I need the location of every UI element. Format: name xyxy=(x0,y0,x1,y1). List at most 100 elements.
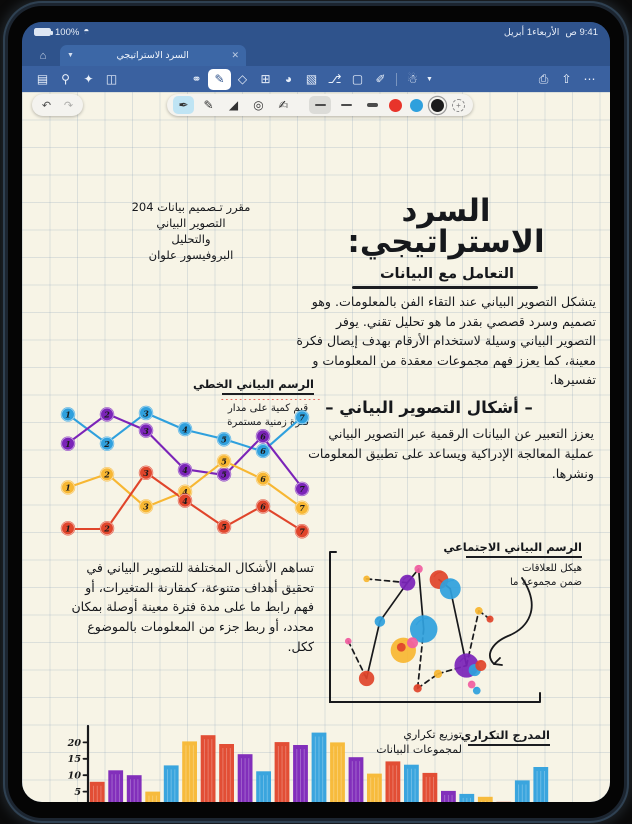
histogram-note: توزيع تكراري لمجموعات البيانات xyxy=(376,728,462,756)
tab-bar: ⌂ ✕ السرد الاستراتيجي ▼ xyxy=(22,42,610,66)
svg-text:5: 5 xyxy=(221,470,227,480)
stroke-thick[interactable] xyxy=(361,96,383,114)
stroke-thin[interactable] xyxy=(309,96,331,114)
pen-palette-bar: ↶ ↷ ✒ ✎ ◢ ◎ ✍ + xyxy=(22,92,610,118)
highlighter-icon[interactable]: ◕ xyxy=(284,72,293,86)
undo-redo-pill: ↶ ↷ xyxy=(32,94,83,116)
svg-text:6: 6 xyxy=(260,446,266,456)
eraser-icon[interactable]: ◇ xyxy=(237,72,248,86)
toolbar-divider xyxy=(396,72,397,86)
status-bar-date: الأربعاء1 أبريل xyxy=(503,26,560,38)
wifi-icon: ◓ xyxy=(83,26,90,37)
status-bar-clock: 9:41 ص xyxy=(565,26,598,38)
svg-text:2: 2 xyxy=(103,439,110,449)
swatch-red[interactable] xyxy=(389,98,402,112)
fountain-pen-tool[interactable]: ✒ xyxy=(173,96,194,114)
redo-icon[interactable]: ↷ xyxy=(63,99,74,112)
line-chart-title: الرسم البياني الخطي xyxy=(192,377,314,391)
svg-text:5: 5 xyxy=(221,435,227,445)
svg-text:7: 7 xyxy=(299,413,305,423)
svg-text:3: 3 xyxy=(143,408,149,418)
note-title: السرد الاستراتيجي: xyxy=(347,193,545,260)
svg-text:5: 5 xyxy=(74,787,81,798)
ipad-device-frame: 100% ◓ 9:41 ص الأربعاء1 أبريل ⌂ ✕ السرد … xyxy=(8,6,624,818)
lasso-select-icon[interactable]: ⚭ xyxy=(191,72,202,86)
tab-title: السرد الاستراتيجي xyxy=(116,50,189,61)
svg-text:20: 20 xyxy=(67,738,82,749)
svg-text:1: 1 xyxy=(65,524,71,534)
more-options-icon[interactable]: ⋯ xyxy=(583,72,596,86)
sticker-icon[interactable]: ⎇ xyxy=(327,72,342,86)
add-color-icon[interactable]: + xyxy=(452,98,465,112)
share-icon[interactable]: ⇧ xyxy=(561,72,572,86)
intro-paragraph: يتشكل التصوير البياني عند التقاء الفن با… xyxy=(296,294,596,388)
status-bar: 100% ◓ 9:41 ص الأربعاء1 أبريل xyxy=(22,22,610,42)
social-graph-note: هيكل للعلاقات ضمن مجموعة ما xyxy=(509,563,582,588)
status-bar-left: 100% ◓ xyxy=(34,27,89,38)
svg-text:4: 4 xyxy=(182,487,188,497)
svg-text:2: 2 xyxy=(103,470,110,480)
line-chart-dot-underline xyxy=(220,398,320,401)
close-icon[interactable]: ✕ xyxy=(231,50,239,60)
svg-text:15: 15 xyxy=(68,754,82,765)
svg-text:3: 3 xyxy=(143,502,149,512)
svg-text:2: 2 xyxy=(103,524,110,534)
svg-text:6: 6 xyxy=(260,502,266,512)
svg-text:7: 7 xyxy=(299,527,305,537)
main-toolbar: ▤ ⚲ ✦ ◫ ⚭ ✎ ◇ ⊞ ◕ ▧ ⎇ ▢ ✐ ☃ ▼ ⎙ ⇧ ⋯ xyxy=(22,66,610,92)
shape-wand-icon[interactable]: ✐ xyxy=(375,72,386,86)
line-chart-title-underline xyxy=(222,393,314,395)
course-info-text: مقرر تـصميم بيانات 204 التصوير البياني و… xyxy=(131,200,251,262)
sticky-note-icon[interactable]: ▢ xyxy=(351,72,364,86)
search-icon[interactable]: ⚲ xyxy=(61,72,70,86)
svg-text:4: 4 xyxy=(182,496,188,506)
line-chart: 1 2 3 4 5 6 7 1 2 3 4 5 6 7 1 2 3 4 5 6 7 1 2 3 4 5 6 7 xyxy=(60,405,310,539)
svg-text:4: 4 xyxy=(182,465,188,475)
svg-text:4: 4 xyxy=(182,424,188,434)
calligraphy-pen-tool[interactable]: ✍ xyxy=(278,98,289,112)
ballpoint-pen-tool[interactable]: ✎ xyxy=(203,98,214,112)
forms-paragraph: يعزز التعبير عن البيانات الرقمية عبر الت… xyxy=(308,426,594,481)
note-outline-icon[interactable]: ◫ xyxy=(105,72,118,86)
svg-text:1: 1 xyxy=(65,439,71,449)
svg-text:6: 6 xyxy=(260,474,266,484)
swatch-black[interactable] xyxy=(431,98,444,112)
svg-text:2: 2 xyxy=(103,410,110,420)
histogram-title-underline xyxy=(468,744,550,746)
microphone-record-icon[interactable]: ☃ xyxy=(407,72,418,86)
title-underline xyxy=(352,286,538,289)
svg-text:6: 6 xyxy=(260,432,266,442)
ai-sparkle-icon[interactable]: ✦ xyxy=(83,72,94,86)
social-graph-title: الرسم البياني الاجتماعي xyxy=(443,540,582,554)
text-box-icon[interactable]: ⊞ xyxy=(260,72,271,86)
document-tab[interactable]: ✕ السرد الاستراتيجي ▼ xyxy=(60,45,246,66)
svg-text:1: 1 xyxy=(65,483,71,493)
svg-text:7: 7 xyxy=(299,503,305,513)
pen-tools-pill: ✒ ✎ ◢ ◎ ✍ + xyxy=(167,94,473,116)
stroke-medium[interactable] xyxy=(335,96,357,114)
sidebar-icon[interactable]: ▤ xyxy=(36,72,49,86)
battery-icon xyxy=(34,27,53,37)
image-icon[interactable]: ▧ xyxy=(305,72,318,86)
histogram-title: المدرج التكراري xyxy=(460,728,550,742)
note-canvas[interactable]: مقرر تـصميم بيانات 204 التصوير البياني و… xyxy=(22,92,610,802)
home-icon[interactable]: ⌂ xyxy=(39,50,47,62)
undo-icon[interactable]: ↶ xyxy=(41,99,52,112)
add-page-icon[interactable]: ⎙ xyxy=(538,71,549,86)
middle-paragraph: تساهم الأشكال المختلفة للتصوير البياني ف… xyxy=(71,560,314,654)
svg-text:5: 5 xyxy=(221,456,227,466)
chevron-down-icon[interactable]: ▼ xyxy=(426,75,433,83)
note-subtitle: التعامل مع البيانات xyxy=(379,266,515,282)
chevron-down-icon[interactable]: ▼ xyxy=(67,52,74,59)
highlighter-pen-tool[interactable]: ◢ xyxy=(228,98,239,112)
dotted-pen-tool[interactable]: ◎ xyxy=(253,98,264,112)
svg-text:5: 5 xyxy=(221,522,227,532)
pen-icon[interactable]: ✎ xyxy=(208,68,231,90)
svg-text:3: 3 xyxy=(143,468,149,478)
forms-heading: – أشكال التصوير البياني – xyxy=(325,398,533,417)
battery-percent-label: 100% xyxy=(55,26,80,38)
swatch-blue[interactable] xyxy=(410,98,423,112)
device-screen: 100% ◓ 9:41 ص الأربعاء1 أبريل ⌂ ✕ السرد … xyxy=(22,22,610,802)
svg-text:3: 3 xyxy=(143,426,149,436)
